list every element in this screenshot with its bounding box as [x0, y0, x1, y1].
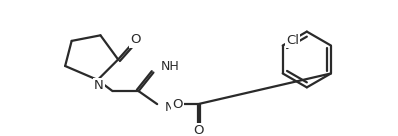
Text: N: N: [94, 79, 103, 92]
Text: NH: NH: [165, 101, 183, 114]
Text: O: O: [172, 98, 183, 111]
Text: O: O: [193, 124, 203, 136]
Text: O: O: [131, 33, 141, 47]
Text: Cl: Cl: [287, 34, 299, 47]
Text: NH: NH: [161, 60, 179, 73]
